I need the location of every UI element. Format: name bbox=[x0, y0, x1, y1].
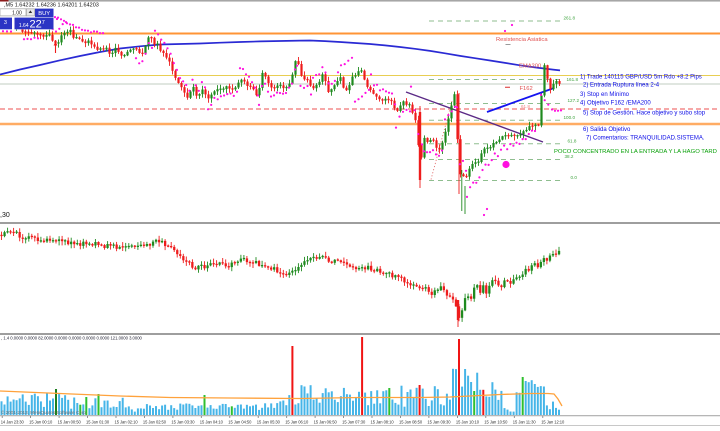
svg-text:7: 7 bbox=[42, 20, 45, 26]
svg-text:15 Jan 04:50: 15 Jan 04:50 bbox=[228, 420, 252, 425]
svg-text:15 Jan 00:10: 15 Jan 00:10 bbox=[29, 420, 53, 425]
svg-text:, 1.4 0.0000 0.0000 82.0000 0.: , 1.4 0.0000 0.0000 82.0000 0.0000 0.000… bbox=[1, 336, 143, 341]
svg-text:1.64: 1.64 bbox=[19, 23, 29, 29]
svg-text:22: 22 bbox=[30, 18, 42, 30]
svg-text:15 Jan 11:30: 15 Jan 11:30 bbox=[513, 420, 537, 425]
svg-text:15 Jan 06:50: 15 Jan 06:50 bbox=[314, 420, 338, 425]
svg-text:15 Jan 09:30: 15 Jan 09:30 bbox=[427, 420, 451, 425]
svg-text:POCO CONCENTRADO EN LA ENTRADA: POCO CONCENTRADO EN LA ENTRADA Y LA HAGO… bbox=[554, 149, 717, 155]
svg-text:3: 3 bbox=[4, 20, 7, 26]
svg-text:15 Jan 08:50: 15 Jan 08:50 bbox=[399, 420, 423, 425]
svg-text:BUY: BUY bbox=[38, 11, 50, 17]
svg-text:15 Jan 05:30: 15 Jan 05:30 bbox=[257, 420, 281, 425]
svg-text:15 Jan 04:10: 15 Jan 04:10 bbox=[200, 420, 224, 425]
svg-text:,M5 1.64232 1.64236 1.64201 1: ,M5 1.64232 1.64236 1.64201 1.64203 bbox=[4, 3, 99, 9]
svg-text:1.00: 1.00 bbox=[12, 11, 22, 17]
svg-text:2) Entrada Ruptura línea 2-4: 2) Entrada Ruptura línea 2-4 bbox=[583, 82, 660, 88]
svg-text:,30: ,30 bbox=[0, 212, 10, 219]
svg-text:EMA200: EMA200 bbox=[519, 64, 541, 70]
svg-text:100.0: 100.0 bbox=[564, 115, 576, 120]
svg-text:© 2001-2013, MetaQuotes Softwa: © 2001-2013, MetaQuotes Software Corp. bbox=[1, 409, 87, 415]
svg-text:7) Comentarios: TRANQUILIDAD.S: 7) Comentarios: TRANQUILIDAD.SISTEMA. bbox=[586, 136, 705, 142]
svg-text:1) Trade 140115 GBP/USD 5m Rdo: 1) Trade 140115 GBP/USD 5m Rdo +8.2 Pips bbox=[580, 75, 702, 81]
svg-text:38.2: 38.2 bbox=[565, 154, 574, 159]
svg-text:161.8: 161.8 bbox=[567, 77, 579, 82]
svg-text:Resistencia Asiatica: Resistencia Asiatica bbox=[496, 37, 548, 43]
svg-text:15 Jan 02:50: 15 Jan 02:50 bbox=[143, 420, 167, 425]
svg-text:61.8: 61.8 bbox=[521, 104, 530, 109]
svg-text:15 Jan 08:10: 15 Jan 08:10 bbox=[371, 420, 395, 425]
svg-text:6) Salida Objetivo: 6) Salida Objetivo bbox=[583, 127, 631, 133]
svg-text:3) Stop en Mínimo: 3) Stop en Mínimo bbox=[580, 92, 630, 98]
svg-text:15 Jan 02:10: 15 Jan 02:10 bbox=[115, 420, 139, 425]
svg-text:15 Jan 06:10: 15 Jan 06:10 bbox=[285, 420, 309, 425]
svg-text:15 Jan 07:30: 15 Jan 07:30 bbox=[342, 420, 366, 425]
svg-text:15 Jan 10:10: 15 Jan 10:10 bbox=[456, 420, 480, 425]
svg-text:261.8: 261.8 bbox=[564, 16, 576, 21]
svg-text:15 Jan 10:50: 15 Jan 10:50 bbox=[484, 420, 508, 425]
svg-text:14 Jan 23:30: 14 Jan 23:30 bbox=[1, 420, 25, 425]
svg-text:0.0: 0.0 bbox=[571, 175, 578, 180]
svg-text:15 Jan 00:50: 15 Jan 00:50 bbox=[58, 420, 82, 425]
svg-text:15 Jan 03:30: 15 Jan 03:30 bbox=[171, 420, 195, 425]
svg-text:5) Stop de Gestión. Hace objet: 5) Stop de Gestión. Hace objetivo y subo… bbox=[583, 111, 706, 117]
svg-text:127.2: 127.2 bbox=[568, 98, 580, 103]
svg-text:F162: F162 bbox=[520, 86, 533, 92]
svg-text:4) Objetivo F162 /EMA200: 4) Objetivo F162 /EMA200 bbox=[580, 100, 651, 106]
svg-text:61.8: 61.8 bbox=[568, 138, 577, 143]
svg-text:15 Jan 01:30: 15 Jan 01:30 bbox=[86, 420, 110, 425]
svg-text:15 Jan 12:10: 15 Jan 12:10 bbox=[541, 420, 565, 425]
